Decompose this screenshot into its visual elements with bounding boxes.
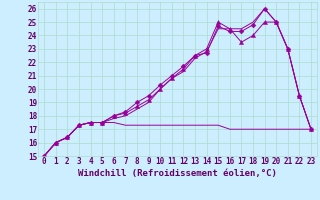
- X-axis label: Windchill (Refroidissement éolien,°C): Windchill (Refroidissement éolien,°C): [78, 169, 277, 178]
